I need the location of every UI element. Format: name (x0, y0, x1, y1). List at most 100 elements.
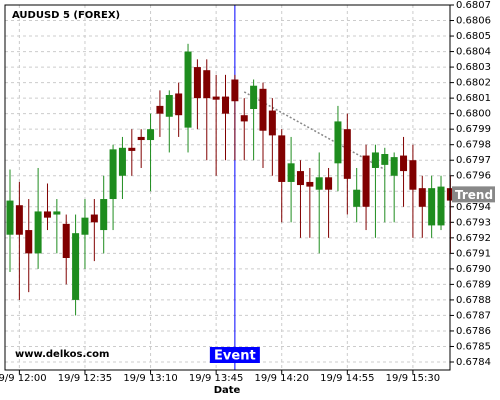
candle-body (203, 70, 211, 99)
candle (184, 43, 192, 153)
candle-body (137, 136, 145, 141)
candle (390, 152, 398, 223)
y-tick-label: 0.6784 (456, 357, 491, 368)
chart-title: AUDUSD 5 (FOREX) (12, 10, 120, 21)
candle-body (381, 154, 389, 165)
candle-body (428, 188, 436, 226)
candle-body (278, 135, 286, 182)
candle-body (193, 67, 201, 99)
y-tick-label: 0.6807 (456, 0, 491, 11)
candle-body (418, 188, 426, 207)
candle (315, 152, 323, 254)
candle (353, 167, 361, 223)
x-tick-label: 19/9 12:35 (58, 373, 112, 384)
candle (109, 144, 117, 231)
trend-label-box (452, 186, 495, 203)
candle (296, 160, 304, 238)
x-axis-label: Date (214, 385, 241, 396)
candle (409, 144, 417, 238)
candle (259, 82, 267, 168)
candle-body (6, 200, 14, 235)
candle-body (315, 177, 323, 190)
candle-body (343, 129, 351, 179)
candle-body (325, 177, 333, 190)
candle-body (81, 217, 89, 235)
candle (212, 74, 220, 176)
candle (193, 59, 201, 130)
y-tick-label: 0.6789 (456, 279, 491, 290)
candle (240, 98, 248, 161)
candle-body (371, 152, 379, 168)
candle (43, 183, 51, 231)
candle-body (147, 129, 155, 141)
candle (15, 181, 23, 300)
y-tick-label: 0.6806 (456, 16, 491, 27)
candle (306, 167, 314, 238)
candle-body (100, 199, 108, 231)
candle-body (72, 233, 80, 300)
candle (222, 74, 230, 161)
y-tick-label: 0.6798 (456, 140, 491, 151)
candle-body (259, 88, 267, 131)
y-tick-label: 0.6790 (456, 264, 491, 275)
y-tick-label: 0.6788 (456, 295, 491, 306)
candle-body (118, 147, 126, 176)
y-tick-label: 0.6791 (456, 248, 491, 259)
y-tick-label: 0.6797 (456, 155, 491, 166)
candle (90, 199, 98, 262)
candle (250, 79, 258, 161)
candle (118, 136, 126, 200)
y-tick-label: 0.6799 (456, 124, 491, 135)
candle (100, 175, 108, 254)
x-tick-label: 19/9 15:30 (386, 373, 440, 384)
candle (278, 129, 286, 223)
candle (325, 167, 333, 238)
x-tick-label: 19/9 14:55 (320, 373, 374, 384)
candle (147, 113, 155, 192)
candle-body (109, 149, 117, 200)
candle-body (128, 147, 136, 151)
candle-body (90, 214, 98, 223)
candle-body (287, 163, 295, 182)
event-label: Event (214, 349, 256, 364)
watermark: www.delkos.com (15, 349, 109, 360)
candle (81, 199, 89, 269)
candle-body (306, 181, 314, 187)
candle-body (212, 96, 220, 100)
candle (128, 129, 136, 176)
y-tick-label: 0.6800 (456, 109, 491, 120)
candle-body (15, 205, 23, 235)
y-tick-label: 0.6802 (456, 78, 491, 89)
candle-body (53, 211, 61, 215)
y-tick-label: 0.6796 (456, 171, 491, 182)
candle-body (43, 211, 51, 218)
event-label-box (209, 347, 260, 363)
x-tick-label: 19/9 13:45 (189, 373, 243, 384)
candle-body (175, 93, 183, 116)
candle (62, 214, 70, 285)
candle (203, 59, 211, 161)
candle-body (62, 223, 70, 259)
candle-body (25, 230, 33, 254)
candle (381, 147, 389, 223)
candle-body (400, 155, 408, 172)
candle (25, 199, 33, 293)
y-tick-label: 0.6803 (456, 62, 491, 73)
candle-body (156, 105, 164, 114)
x-tick-label: 19/9 12:00 (0, 373, 47, 384)
candle (268, 98, 276, 176)
candle (428, 175, 436, 238)
candle (53, 199, 61, 254)
candle-body (268, 110, 276, 136)
candle (156, 90, 164, 137)
candle (418, 175, 426, 238)
candle-body (296, 171, 304, 186)
candle-body (231, 79, 239, 102)
candle-body (222, 96, 230, 114)
trend-label: Trend (455, 188, 493, 202)
y-tick-label: 0.6801 (456, 93, 491, 104)
y-tick-label: 0.6804 (456, 47, 491, 58)
candle (6, 169, 14, 272)
candle (137, 129, 145, 168)
